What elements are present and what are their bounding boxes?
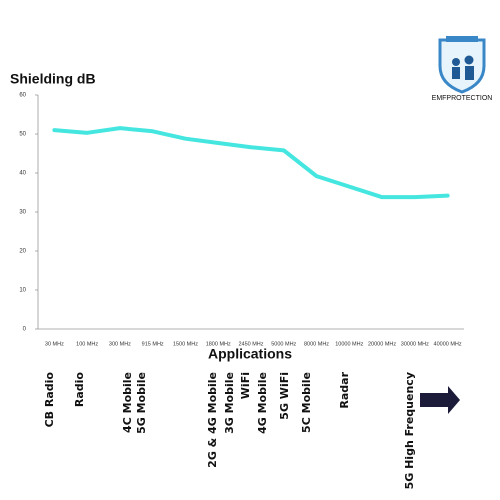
x-tick-label: 1500 MHz (173, 341, 198, 347)
y-tick-label: 60 (19, 93, 26, 99)
x-axis-title: Applications (208, 346, 292, 362)
application-label: Radar (338, 371, 351, 408)
x-tick-label: 5000 MHz (271, 341, 296, 347)
x-tick-label: 2450 MHz (238, 341, 263, 347)
y-tick-label: 30 (19, 210, 26, 216)
application-label: 2G & 4G Mobile (206, 372, 219, 468)
x-tick-label: 30 MHz (45, 341, 64, 347)
application-label: 5G High Frequency (403, 372, 416, 489)
x-tick-label: 1800 MHz (206, 341, 231, 347)
x-tick-label: 100 MHz (76, 341, 98, 347)
arrow (420, 386, 460, 414)
x-tick-label: 30000 MHz (401, 341, 429, 347)
application-label: 5G WiFi (278, 372, 291, 420)
x-tick-label: 915 MHz (142, 341, 164, 347)
x-tick-label: 300 MHz (109, 341, 131, 347)
y-tick-label: 50 (19, 132, 26, 138)
y-tick-label: 0 (23, 327, 27, 333)
x-tick-label: 40000 MHz (434, 341, 462, 347)
y-tick-label: 10 (19, 288, 26, 294)
chart-title: Shielding dB (10, 71, 96, 87)
application-label: WiFi (239, 372, 252, 399)
application-label: 3G Mobile (223, 372, 236, 434)
logo-shield (438, 36, 486, 94)
application-label: 4G Mobile (256, 372, 269, 434)
application-label: CB Radio (43, 372, 56, 428)
y-tick-label: 20 (19, 249, 26, 255)
x-tick-label: 10000 MHz (335, 341, 363, 347)
application-label: 5G Mobile (135, 372, 148, 434)
x-tick-label: 20000 MHz (368, 341, 396, 347)
line-series (52, 126, 450, 200)
application-label: 4C Mobile (121, 372, 134, 433)
application-label: Radio (73, 372, 86, 408)
y-tick-label: 40 (19, 171, 26, 177)
application-label: 5C Mobile (300, 372, 313, 433)
logo-text: EMFPROTECTION (432, 95, 493, 102)
x-tick-label: 8000 MHz (304, 341, 329, 347)
